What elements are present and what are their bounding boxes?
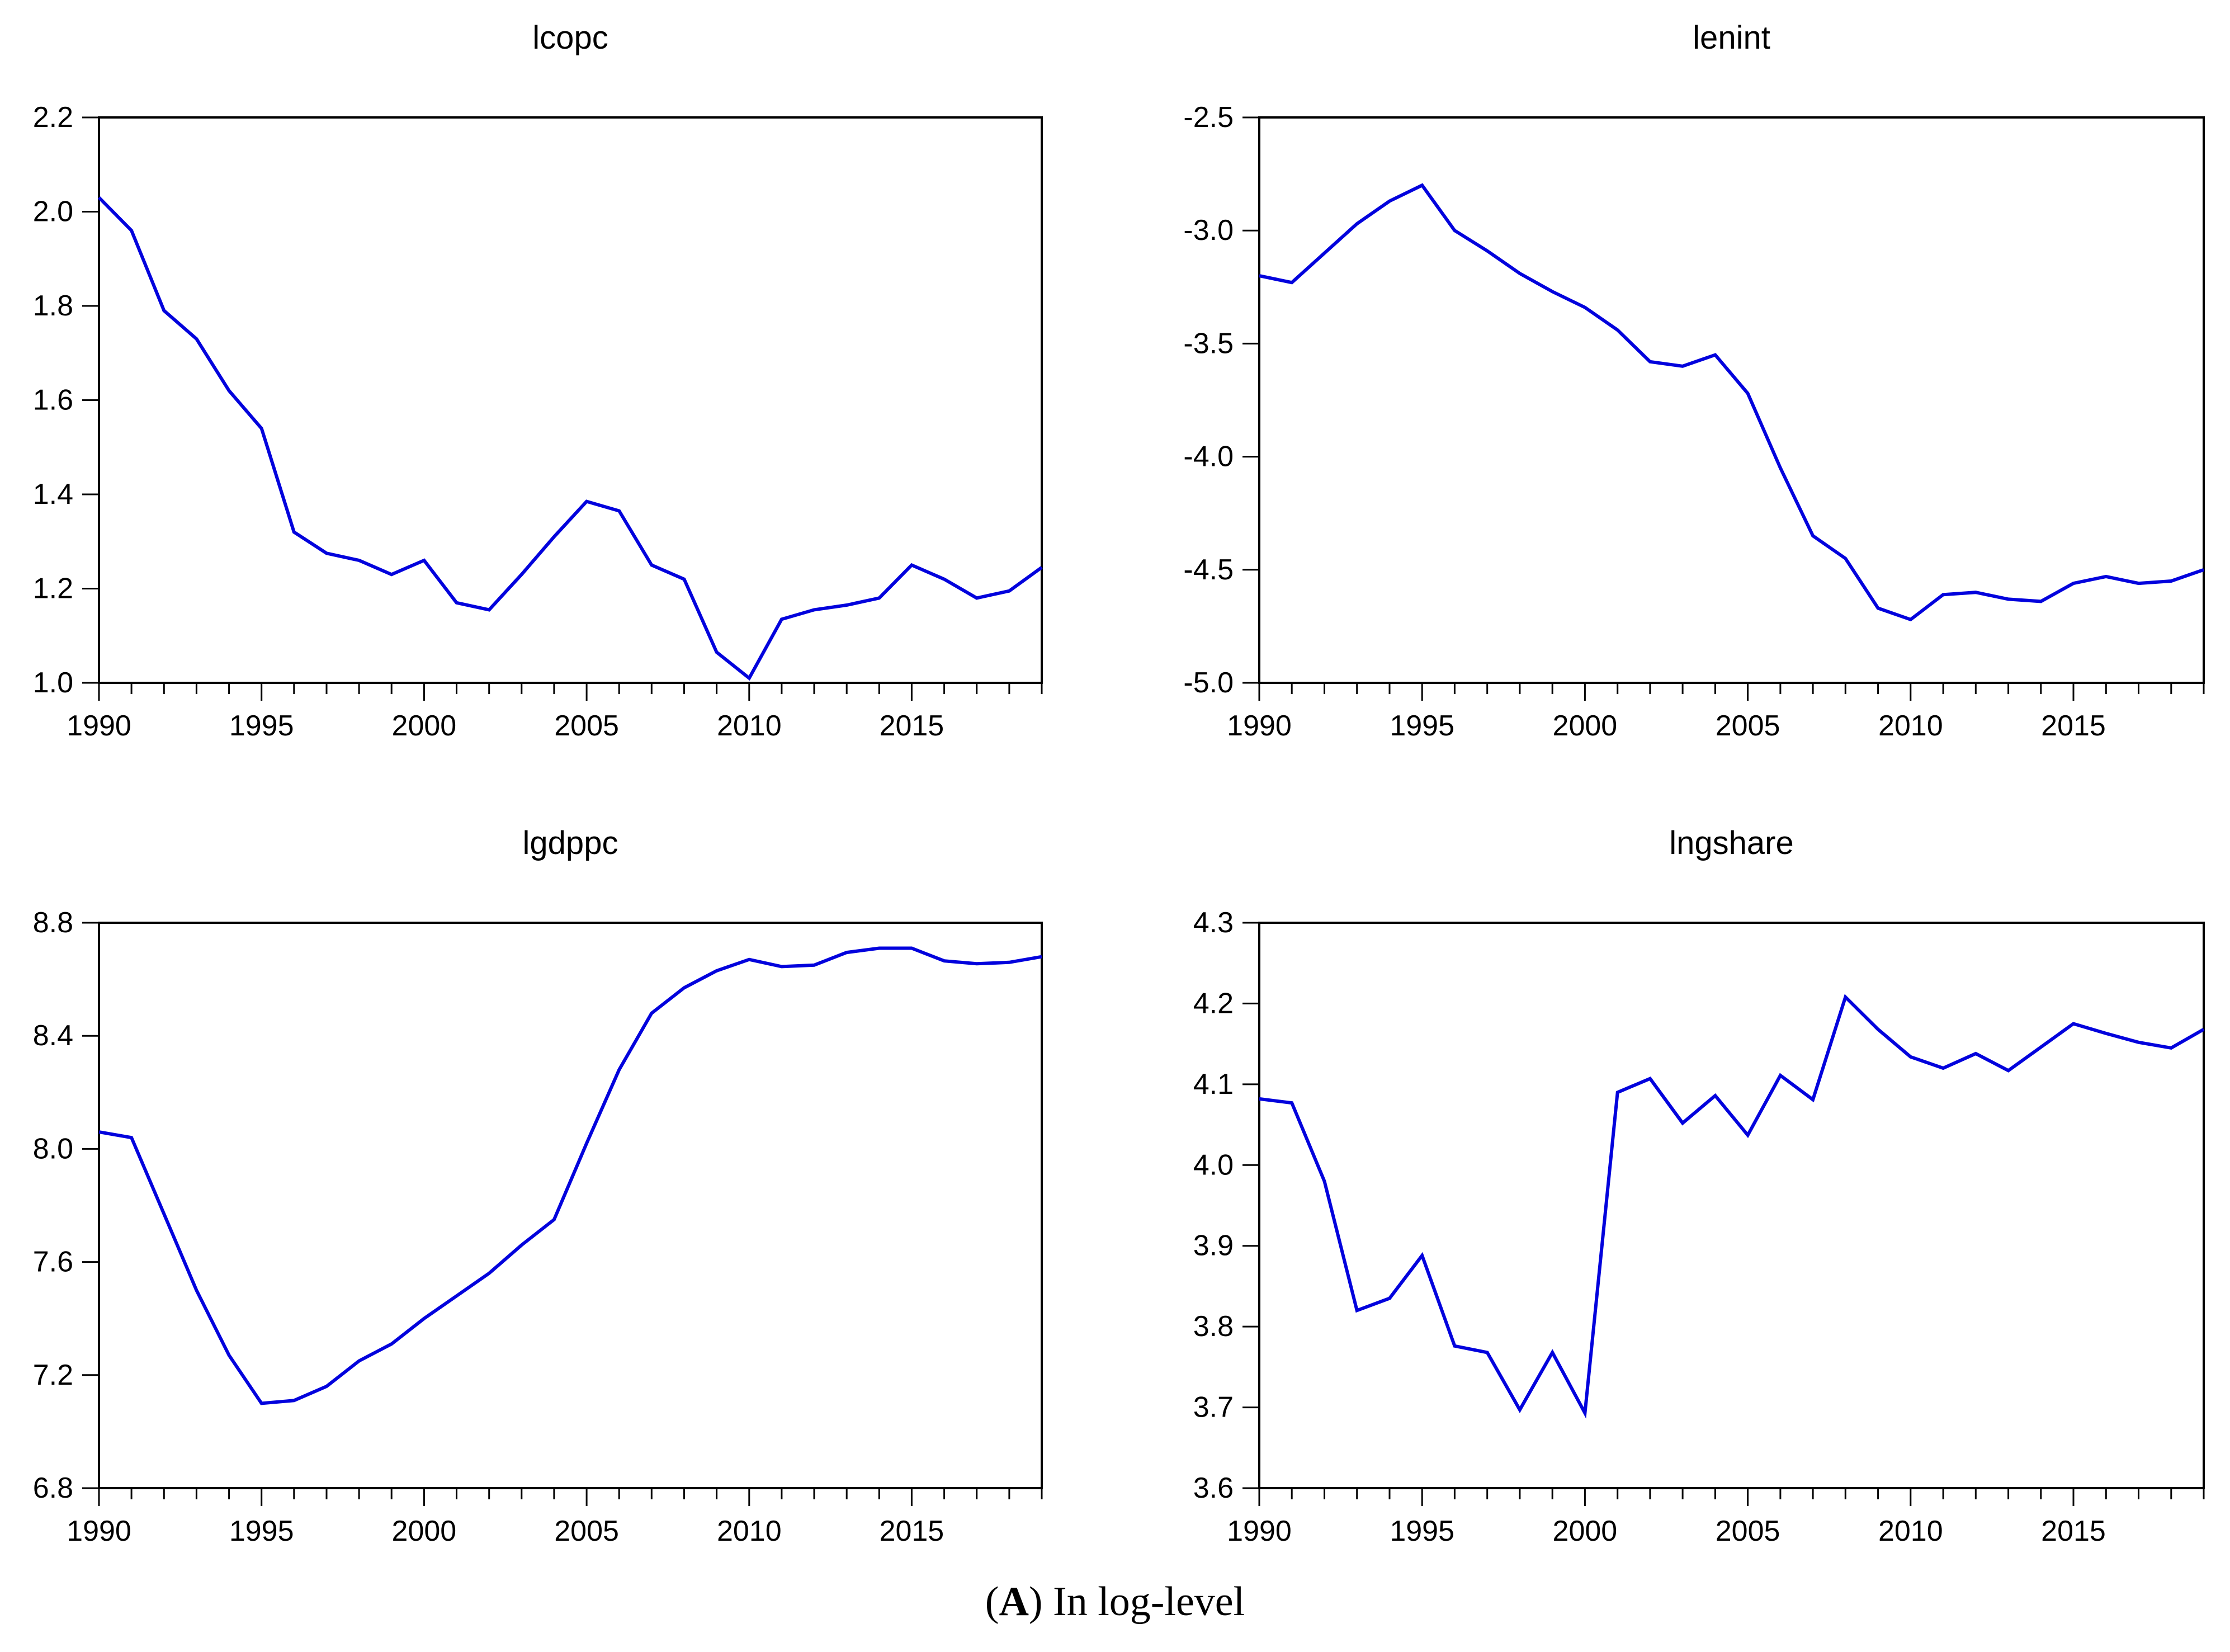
caption-text: ) In log-level xyxy=(1028,1579,1245,1625)
x-tick-label: 1995 xyxy=(1390,710,1454,742)
y-tick-label: 4.0 xyxy=(1193,1149,1234,1181)
y-tick-label: 2.0 xyxy=(33,196,73,228)
x-tick-label: 2000 xyxy=(392,1515,457,1547)
y-tick-label: 6.8 xyxy=(33,1472,73,1504)
y-tick-label: 7.6 xyxy=(33,1246,73,1278)
chart-title-lenint: lenint xyxy=(1693,20,1770,56)
chart-title-lgdppc: lgdppc xyxy=(522,825,618,861)
y-tick-label: -2.5 xyxy=(1183,101,1234,134)
chart-cell-lenint: lenint -5.0 -4.5 -4.0 -3.5 -3.0 -2.5 1990 1995 2… xyxy=(1115,0,2230,794)
x-tick-label: 1995 xyxy=(229,710,294,742)
x-tick-label: 1990 xyxy=(1227,710,1292,742)
y-tick-label: 1.8 xyxy=(33,290,73,322)
x-tick-label: 2010 xyxy=(717,710,782,742)
y-tick-label: 2.2 xyxy=(33,101,73,134)
y-tick-label: -3.0 xyxy=(1183,214,1234,247)
y-tick-label: 1.4 xyxy=(33,478,73,511)
data-line xyxy=(97,196,1043,681)
y-tick-label: 4.1 xyxy=(1193,1068,1234,1101)
y-tick-label: 8.4 xyxy=(33,1019,73,1052)
y-tick-label: 4.3 xyxy=(1193,907,1234,939)
chart-cell-lcopc: lcopc 1.0 1.2 1.4 1.6 1.8 2.0 2.2 1990 1995 2000 2… xyxy=(0,0,1115,794)
lenint-line-chart: -5.0 -4.5 -4.0 -3.5 -3.0 -2.5 1990 1995 2000 2005… xyxy=(1183,101,2205,742)
y-tick-label: -4.5 xyxy=(1183,554,1234,586)
chart-cell-lgdppc: lgdppc 6.8 7.2 7.6 8.0 8.4 8.8 1990 1995 2000 200… xyxy=(0,805,1115,1599)
plot-frame xyxy=(1258,922,2205,1489)
y-tick-label: 3.6 xyxy=(1193,1472,1234,1504)
x-tick-label: 2010 xyxy=(1878,1515,1943,1547)
x-tick-label: 2015 xyxy=(2041,1515,2106,1547)
y-tick-label: -3.5 xyxy=(1183,327,1234,360)
lngshare-line-chart: 3.6 3.7 3.8 3.9 4.0 4.1 4.2 4.3 1990 1995 2000 2005… xyxy=(1193,907,2205,1547)
y-tick-label: 7.2 xyxy=(33,1359,73,1391)
caption-open-paren: ( xyxy=(985,1579,999,1625)
chart-title-lngshare: lngshare xyxy=(1669,825,1794,861)
plot-frame xyxy=(98,116,1043,684)
x-tick-label: 1990 xyxy=(67,710,131,742)
x-tick-label: 2015 xyxy=(2041,710,2106,742)
x-tick-label: 1995 xyxy=(1390,1515,1454,1547)
chart-title-lcopc: lcopc xyxy=(532,20,608,56)
x-tick-label: 2000 xyxy=(1553,1515,1618,1547)
caption-panel-letter: A xyxy=(999,1579,1029,1625)
figure-caption: (A) In log-level xyxy=(0,1578,2230,1626)
x-tick-label: 2000 xyxy=(1553,710,1618,742)
x-tick-label: 2005 xyxy=(554,710,619,742)
lgdppc-line-chart: 6.8 7.2 7.6 8.0 8.4 8.8 1990 1995 2000 2005 2010 20… xyxy=(33,907,1043,1547)
x-tick-label: 2015 xyxy=(880,1515,944,1547)
x-tick-label: 2005 xyxy=(1716,1515,1780,1547)
x-tick-label: 2005 xyxy=(1716,710,1780,742)
x-tick-label: 2000 xyxy=(392,710,457,742)
y-tick-label: 8.0 xyxy=(33,1132,73,1165)
x-tick-label: 1990 xyxy=(1227,1515,1292,1547)
chart-cell-lngshare: lngshare 3.6 3.7 3.8 3.9 4.0 4.1 4.2 4.3 1990 199… xyxy=(1115,805,2230,1599)
y-tick-label: 3.9 xyxy=(1193,1230,1234,1262)
x-tick-label: 2010 xyxy=(1878,710,1943,742)
x-tick-label: 1995 xyxy=(229,1515,294,1547)
y-tick-label: 8.8 xyxy=(33,907,73,939)
x-tick-label: 2005 xyxy=(554,1515,619,1547)
y-tick-label: -5.0 xyxy=(1183,667,1234,699)
lcopc-line-chart: 1.0 1.2 1.4 1.6 1.8 2.0 2.2 1990 1995 2000 2005 201… xyxy=(33,101,1043,742)
y-tick-label: 3.7 xyxy=(1193,1391,1234,1424)
plot-frame xyxy=(98,922,1043,1489)
data-line xyxy=(1259,183,2204,622)
data-line xyxy=(98,946,1042,1405)
plot-frame xyxy=(1258,116,2205,684)
y-tick-label: 1.2 xyxy=(33,573,73,605)
y-tick-label: 4.2 xyxy=(1193,987,1234,1019)
y-tick-label: 3.8 xyxy=(1193,1310,1234,1343)
y-tick-label: -4.0 xyxy=(1183,441,1234,473)
x-tick-label: 1990 xyxy=(67,1515,131,1547)
x-tick-label: 2010 xyxy=(717,1515,782,1547)
y-tick-label: 1.0 xyxy=(33,667,73,699)
y-tick-label: 1.6 xyxy=(33,384,73,417)
data-line xyxy=(1259,994,2205,1419)
x-tick-label: 2015 xyxy=(880,710,944,742)
